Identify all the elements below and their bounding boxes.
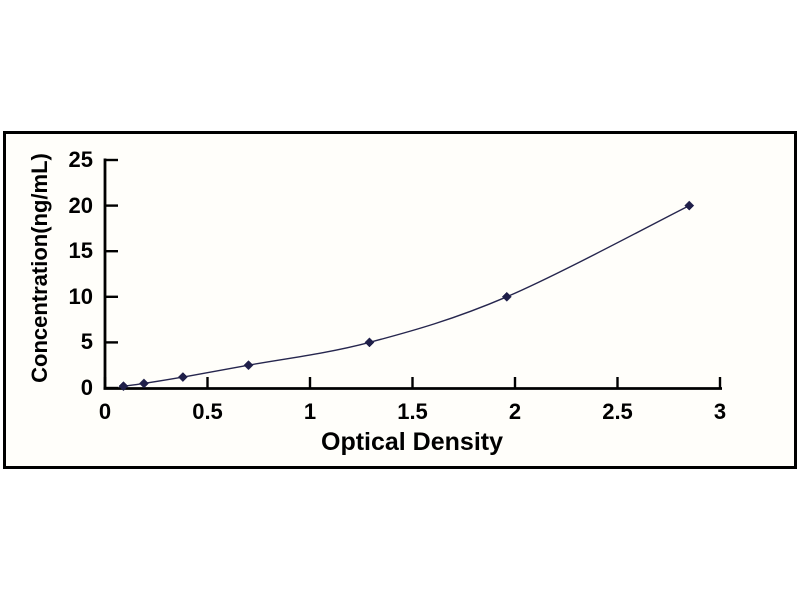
- y-axis-tick-label: 25: [68, 147, 93, 172]
- y-axis-tick-label: 15: [68, 238, 93, 264]
- curve-series-layer: [118, 200, 695, 392]
- x-axis-tick-label: 1: [303, 399, 317, 424]
- x-axis-tick-label: 1.5: [397, 399, 428, 424]
- data-point-marker: [138, 378, 149, 389]
- data-point-marker: [243, 360, 254, 371]
- y-axis-tick-label: 10: [68, 283, 93, 309]
- axes-layer: [103, 158, 722, 390]
- data-point-marker: [118, 381, 129, 392]
- data-point-marker: [177, 372, 188, 383]
- y-axis-title: Concentration(ng/mL): [27, 153, 52, 383]
- y-axis-tick-label: 0: [80, 375, 93, 400]
- y-axis-tick-label: 20: [68, 192, 93, 218]
- x-axis-tick-label: 2: [508, 399, 522, 424]
- x-axis-tick-label: 3: [713, 399, 727, 424]
- x-axis-tick-label: 0: [98, 399, 112, 424]
- standard-curve-line: [123, 204, 690, 387]
- data-point-marker: [364, 337, 375, 348]
- x-axis-tick-label: 0.5: [192, 399, 223, 424]
- data-point-marker: [501, 291, 512, 302]
- chart-frame: [3, 131, 797, 469]
- x-axis-tick-label: 2.5: [602, 399, 633, 424]
- data-point-marker: [684, 200, 695, 211]
- y-axis-tick-label: 5: [80, 329, 93, 355]
- x-axis-title: Optical Density: [321, 428, 503, 456]
